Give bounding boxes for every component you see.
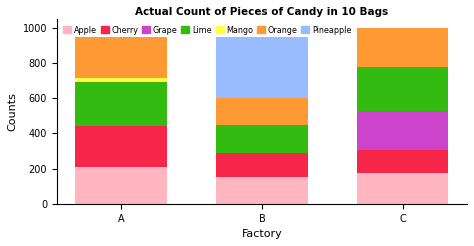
Bar xyxy=(216,98,308,125)
Bar xyxy=(357,173,448,204)
Legend: Apple, Cherry, Grape, Lime, Mango, Orange, Pineapple: Apple, Cherry, Grape, Lime, Mango, Orang… xyxy=(61,23,354,37)
Bar xyxy=(216,177,308,204)
Bar xyxy=(75,81,167,126)
Bar xyxy=(216,28,308,98)
Bar xyxy=(357,28,448,67)
Bar xyxy=(216,153,308,177)
Bar xyxy=(216,125,308,153)
Y-axis label: Counts: Counts xyxy=(7,92,17,131)
Bar xyxy=(357,150,448,173)
Bar xyxy=(75,126,167,167)
Bar xyxy=(357,111,448,150)
Title: Actual Count of Pieces of Candy in 10 Bags: Actual Count of Pieces of Candy in 10 Ba… xyxy=(135,7,389,17)
Bar xyxy=(75,25,167,78)
Bar xyxy=(75,78,167,81)
Bar xyxy=(75,167,167,204)
X-axis label: Factory: Factory xyxy=(242,229,282,239)
Bar xyxy=(357,67,448,111)
